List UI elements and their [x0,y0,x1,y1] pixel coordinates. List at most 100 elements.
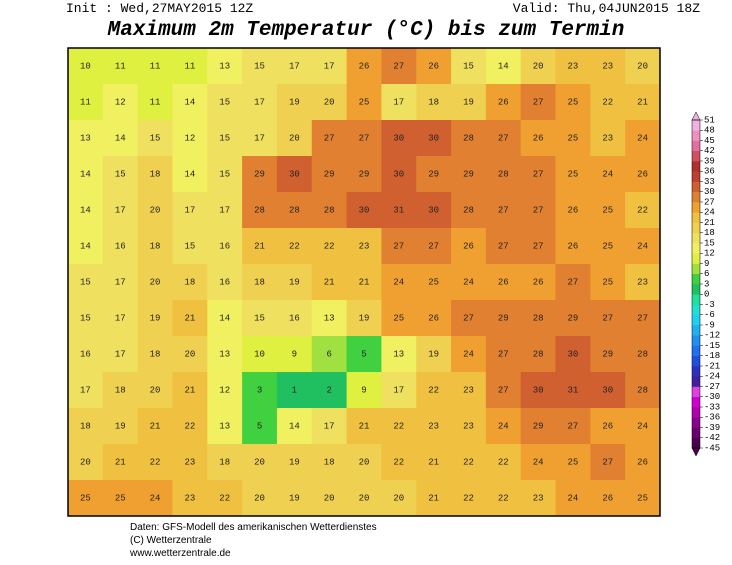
temperature-label: 20 [324,493,335,503]
colorbar-tick-label: -39 [704,423,720,433]
temperature-cell [346,192,382,229]
temperature-label: 23 [428,421,439,431]
temperature-cell [451,156,487,193]
temperature-cell [346,444,382,481]
footer-line: (C) Wetterzentrale [130,535,212,546]
temperature-label: 27 [463,313,474,323]
temperature-cell [416,156,452,193]
colorbar-band [692,294,700,305]
colorbar-band [692,325,700,336]
temperature-label: 11 [150,61,161,71]
temperature-cell [207,84,243,121]
temperature-cell [346,264,382,301]
temperature-label: 26 [428,313,439,323]
colorbar-tick-label: 30 [704,187,715,197]
temperature-cell [172,336,208,373]
temperature-label: 24 [498,421,509,431]
temperature-cell [242,84,278,121]
temperature-label: 19 [463,97,474,107]
temperature-cell [172,48,208,85]
temperature-label: 23 [637,277,648,287]
temperature-cell [207,228,243,265]
temperature-label: 22 [498,493,509,503]
temperature-label: 21 [359,277,370,287]
temperature-cell [451,120,487,157]
temperature-cell [451,444,487,481]
temperature-cell [207,120,243,157]
colorbar-tick-label: 39 [704,156,715,166]
temperature-cell [416,480,452,517]
temperature-cell [207,300,243,337]
temperature-label: 15 [219,97,230,107]
temperature-cell [485,336,522,373]
temperature-label: 23 [602,133,613,143]
temperature-label: 18 [80,421,91,431]
temperature-cell [625,372,661,409]
temperature-label: 22 [150,457,161,467]
temperature-cell [346,336,382,373]
colorbar-tick-label: -27 [704,382,720,392]
temperature-label: 24 [533,457,544,467]
temperature-cell [102,264,139,301]
temperature-label: 17 [393,385,404,395]
temperature-label: 25 [602,241,613,251]
colorbar-band [692,191,700,203]
temperature-label: 21 [254,241,265,251]
temperature-label: 17 [80,385,91,395]
colorbar-tick-label: 12 [704,249,715,259]
temperature-cell [172,372,208,409]
temperature-cell [416,372,452,409]
temperature-cell [207,480,243,517]
temperature-label: 30 [393,133,404,143]
temperature-label: 15 [463,61,474,71]
temperature-label: 26 [568,241,579,251]
temperature-cell [242,48,278,85]
temperature-cell [311,228,348,265]
colorbar-tick-label: 21 [704,218,715,228]
colorbar-band [692,150,700,162]
temperature-label: 28 [324,205,335,215]
temperature-cell [137,372,173,409]
temperature-cell [625,120,661,157]
temperature-cell [346,228,382,265]
temperature-cell [381,336,417,373]
temperature-label: 19 [289,97,300,107]
temperature-label: 24 [637,241,648,251]
temperature-cell [416,336,452,373]
temperature-cell [242,120,278,157]
temperature-label: 23 [359,241,370,251]
temperature-label: 17 [184,205,195,215]
temperature-label: 28 [637,385,648,395]
colorbar-band [692,396,700,408]
temperature-label: 22 [428,385,439,395]
temperature-label: 20 [150,205,161,215]
temperature-cell [172,408,208,445]
temperature-label: 19 [289,457,300,467]
temperature-cell [276,192,313,229]
temperature-label: 9 [361,385,366,395]
temperature-label: 15 [80,277,91,287]
temperature-cell [346,300,382,337]
temperature-label: 9 [292,349,297,359]
temperature-cell [625,264,661,301]
temperature-label: 19 [289,493,300,503]
temperature-label: 27 [393,61,404,71]
temperature-label: 30 [428,205,439,215]
colorbar-band [692,161,700,172]
temperature-cell [276,264,313,301]
temperature-label: 25 [359,97,370,107]
temperature-label: 31 [568,385,579,395]
temperature-cell [555,480,591,517]
temperature-label: 26 [533,133,544,143]
temperature-label: 15 [254,313,265,323]
temperature-cell [68,192,104,229]
temperature-label: 24 [463,277,474,287]
temperature-cell [346,84,382,121]
temperature-cell [68,48,104,85]
temperature-cell [555,408,591,445]
temperature-cell [242,156,278,193]
temperature-cell [485,300,522,337]
temperature-label: 26 [533,277,544,287]
temperature-cell [242,336,278,373]
temperature-label: 20 [359,493,370,503]
